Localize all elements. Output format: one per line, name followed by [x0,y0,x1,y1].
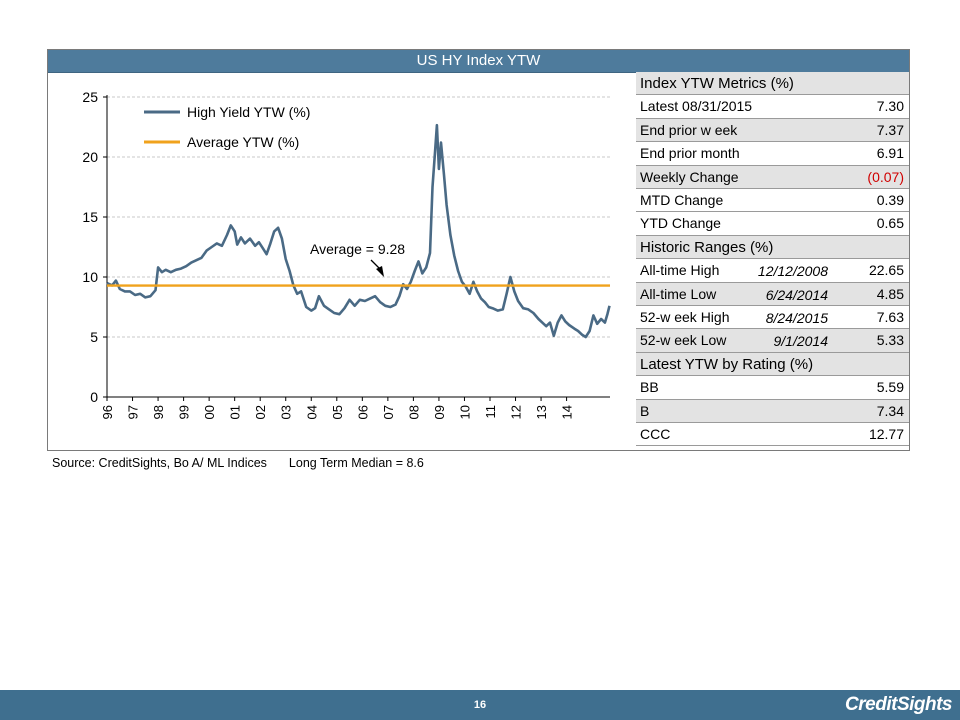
metric-value: 7.34 [876,402,904,419]
metrics-row: YTD Change 0.65 [636,212,909,236]
source-text: Source: CreditSights, Bo A/ ML Indices [52,456,267,470]
metric-label: MTD Change [640,192,724,208]
metric-value: (0.07) [867,168,904,185]
x-tick-label: 08 [406,405,421,419]
metrics-row: MTD Change 0.39 [636,189,909,213]
metric-label: 52-w eek Low [640,332,727,349]
metric-date: 9/1/2014 [773,333,829,350]
legend-label: High Yield YTW (%) [187,104,310,120]
metric-value: 5.59 [876,379,904,396]
x-tick-label: 01 [228,405,243,419]
x-tick-label: 00 [202,405,217,419]
x-tick-label: 03 [279,405,294,419]
metric-label: All-time Low [640,285,717,302]
x-tick-label: 05 [330,405,345,419]
y-tick-label: 10 [82,269,98,285]
median-text: Long Term Median = 8.6 [288,456,424,470]
y-tick-label: 0 [90,389,98,405]
metrics-row: Weekly Change (0.07) [636,165,909,189]
x-tick-label: 04 [304,405,319,419]
metric-label: CCC [640,426,671,442]
metric-value: 0.39 [876,192,904,208]
metric-value: 0.65 [876,215,904,232]
metrics-table: Index YTW Metrics (%) Latest 08/31/2015 7.… [636,72,909,450]
metric-label: 52-w eek High [640,309,730,325]
metric-value: 12.77 [868,426,904,442]
metrics-row: All-time Low 6/24/2014 4.85 [636,282,909,306]
y-tick-label: 25 [82,89,98,105]
metric-label: YTD Change [640,215,721,232]
metrics-row: 52-w eek High 8/24/2015 7.63 [636,306,909,330]
average-annotation: Average = 9.28 [310,241,405,257]
metrics-section-header: Index YTW Metrics (%) [636,72,909,96]
high-yield-ytw-line [106,123,611,339]
metric-label: Latest 08/31/2015 [640,98,753,115]
metric-value: 7.63 [876,309,904,325]
metric-date: 8/24/2015 [765,310,828,326]
metric-label: Weekly Change [640,168,739,185]
legend-label: Average YTW (%) [187,134,299,150]
chart-panel: US HY Index YTW 0 5 10 15 20 25 96 97 98 99 00 01 02… [47,49,910,451]
x-tick-label: 10 [457,405,472,419]
metrics-row: All-time High 12/12/2008 22.65 [636,259,909,283]
metrics-row: 52-w eek Low 9/1/2014 5.33 [636,329,909,353]
metrics-row: End prior month 6.91 [636,142,909,166]
metrics-section-header: Historic Ranges (%) [636,235,909,260]
metric-label: All-time High [640,262,720,279]
metrics-row: B 7.34 [636,399,909,423]
metrics-section-header: Latest YTW by Rating (%) [636,352,909,377]
metrics-row: Latest 08/31/2015 7.30 [636,95,909,119]
x-tick-label: 07 [381,405,396,419]
metric-value: 6.91 [876,145,904,162]
x-tick-label: 09 [432,405,447,419]
metric-label: End prior w eek [640,121,738,138]
metric-label: Index YTW Metrics (%) [640,75,794,92]
metrics-row: CCC 12.77 [636,423,909,447]
y-tick-label: 15 [82,209,98,225]
x-tick-label: 02 [253,405,268,419]
creditsights-logo: CreditSights [845,694,952,715]
metric-value: 7.30 [876,98,904,115]
y-tick-label: 5 [90,329,98,345]
metric-label: BB [640,379,659,396]
metric-date: 12/12/2008 [757,263,828,280]
metric-label: Historic Ranges (%) [640,238,774,256]
metric-date: 6/24/2014 [765,286,828,303]
footer-bar: 16 CreditSights [0,690,960,720]
x-tick-label: 13 [534,405,549,419]
metric-value: 7.37 [876,121,904,138]
metric-value: 4.85 [876,285,904,302]
metric-value: 5.33 [876,332,904,349]
x-tick-label: 97 [126,405,141,419]
y-tick-label: 20 [82,149,98,165]
annotation-arrowhead [376,266,385,277]
x-tick-label: 99 [177,405,192,419]
metrics-row: End prior w eek 7.37 [636,118,909,143]
metric-label: B [640,402,650,419]
metrics-row: BB 5.59 [636,376,909,400]
metric-value: 22.65 [868,262,904,279]
metric-label: End prior month [640,145,740,162]
source-note: Source: CreditSights, Bo A/ ML Indices Lo… [52,456,446,470]
x-tick-label: 12 [509,405,524,419]
x-tick-label: 11 [483,405,498,419]
x-tick-label: 06 [355,405,370,419]
page-number: 16 [473,699,487,711]
x-tick-label: 96 [100,405,115,419]
x-tick-label: 14 [560,405,575,419]
panel-title: US HY Index YTW [48,50,909,73]
metric-label: Latest YTW by Rating (%) [640,355,814,373]
x-tick-label: 98 [151,405,166,419]
